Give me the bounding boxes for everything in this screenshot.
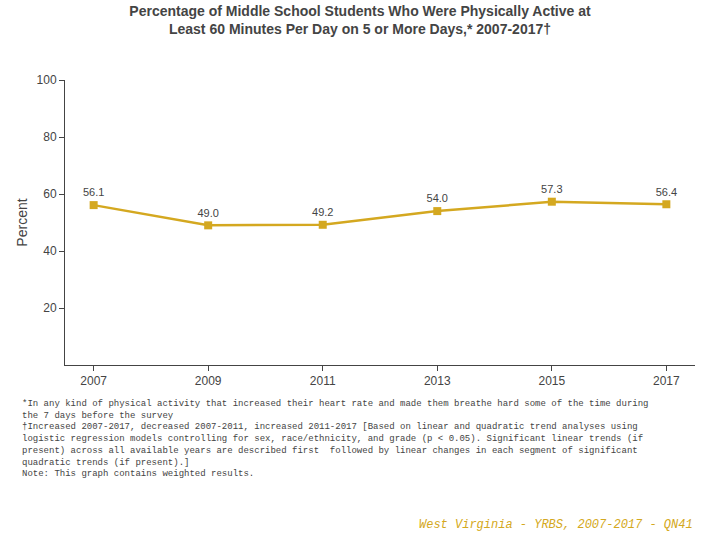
svg-text:West Virginia - YRBS, 2007-201: West Virginia - YRBS, 2007-2017 - QN41: [419, 518, 693, 532]
svg-text:100: 100: [37, 73, 57, 87]
svg-text:80: 80: [43, 130, 57, 144]
svg-text:2015: 2015: [538, 374, 565, 388]
svg-text:49.2: 49.2: [312, 206, 333, 218]
svg-text:20: 20: [43, 301, 57, 315]
svg-text:*In any kind of physical activ: *In any kind of physical activity that i…: [22, 399, 649, 479]
svg-text:Percentage of Middle School St: Percentage of Middle School Students Who…: [129, 3, 591, 37]
svg-text:57.3: 57.3: [541, 183, 562, 195]
svg-text:54.0: 54.0: [427, 192, 448, 204]
svg-text:2011: 2011: [310, 374, 336, 388]
svg-text:49.0: 49.0: [197, 207, 218, 219]
svg-text:2017: 2017: [653, 374, 680, 388]
svg-text:2009: 2009: [195, 374, 222, 388]
svg-text:56.1: 56.1: [83, 186, 104, 198]
svg-text:Percent: Percent: [14, 198, 30, 246]
svg-text:60: 60: [43, 187, 57, 201]
svg-text:2007: 2007: [80, 374, 107, 388]
svg-text:2013: 2013: [424, 374, 451, 388]
svg-text:56.4: 56.4: [656, 186, 677, 198]
svg-text:40: 40: [43, 244, 57, 258]
